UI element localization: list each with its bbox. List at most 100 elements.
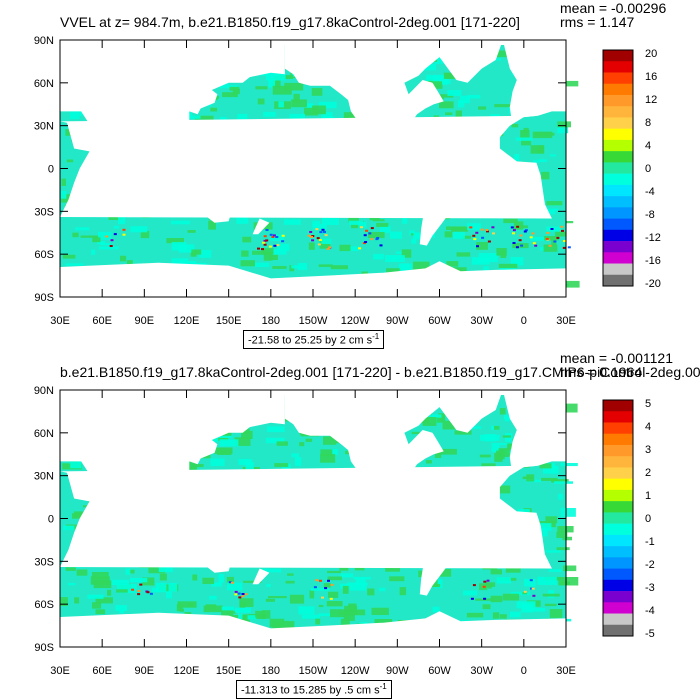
top-rms-text: rms = 1.147	[560, 14, 635, 30]
strong-velocity-cell	[146, 591, 150, 594]
colorbar-swatch	[603, 117, 633, 129]
ocean-texture-patch	[199, 250, 212, 258]
ocean-texture-patch	[481, 463, 496, 467]
ocean-texture-patch	[245, 462, 254, 471]
ocean-texture-patch	[549, 609, 563, 618]
ocean-texture-patch	[322, 217, 339, 225]
ocean-texture-patch	[293, 93, 300, 103]
ocean-texture-patch	[304, 107, 319, 116]
y-tick-label: 90N	[34, 385, 54, 397]
strong-velocity-cell	[238, 596, 242, 599]
land-mask	[169, 508, 186, 525]
ocean-texture-patch	[320, 449, 333, 456]
ocean-texture-patch	[389, 231, 402, 239]
ocean-texture-patch	[241, 250, 249, 257]
ocean-texture-patch	[67, 583, 76, 586]
ocean-texture-patch	[466, 612, 484, 618]
ocean-texture-patch	[312, 220, 320, 227]
ocean-texture-patch	[257, 98, 265, 105]
ocean-texture-patch	[328, 591, 339, 598]
bottom-range-exponent: -1	[379, 682, 387, 691]
ocean-texture-patch	[66, 159, 74, 163]
colorbar-label: -4	[645, 605, 655, 617]
ocean-texture-patch	[322, 116, 335, 119]
ocean-texture-patch	[183, 461, 197, 470]
ocean-texture-patch	[283, 219, 301, 225]
strong-velocity-cell	[562, 246, 566, 249]
ocean-texture-patch	[413, 232, 422, 240]
x-tick-label: 150E	[216, 315, 242, 327]
ocean-texture-patch	[261, 248, 274, 255]
x-tick-label: 180	[262, 315, 280, 327]
ocean-texture-patch	[272, 266, 287, 269]
ocean-texture-patch	[272, 620, 290, 630]
x-tick-label: 60W	[428, 315, 451, 327]
ocean-texture-patch	[455, 110, 462, 120]
colorbar-swatch	[603, 591, 633, 603]
ocean-texture-patch	[467, 223, 481, 231]
top-range-exponent: -1	[372, 332, 380, 341]
colorbar-label: 4	[645, 421, 651, 433]
ocean-texture-patch	[60, 191, 67, 199]
ocean-texture-patch	[327, 576, 342, 581]
ocean-texture-patch	[349, 584, 367, 591]
ocean-texture-patch	[562, 536, 572, 541]
ocean-texture-patch	[301, 614, 320, 619]
ocean-texture-patch	[431, 579, 438, 587]
ocean-texture-patch	[510, 257, 524, 266]
ocean-texture-patch	[482, 604, 491, 610]
strong-velocity-cell	[137, 593, 141, 596]
y-tick-label: 0	[48, 514, 54, 526]
ocean-texture-patch	[62, 525, 75, 531]
ocean-texture-patch	[308, 242, 315, 250]
ocean-texture-patch	[263, 111, 276, 117]
ocean-texture-patch	[349, 220, 363, 225]
ocean-texture-patch	[91, 249, 96, 255]
ocean-texture-patch	[236, 216, 249, 224]
ocean-texture-patch	[117, 584, 137, 593]
ocean-texture-patch	[348, 603, 357, 612]
ocean-texture-patch	[554, 481, 573, 484]
ocean-texture-patch	[463, 590, 478, 596]
ocean-texture-patch	[286, 621, 295, 629]
ocean-texture-patch	[503, 218, 518, 224]
ocean-texture-patch	[396, 251, 402, 254]
strong-velocity-cell	[482, 585, 486, 588]
ocean-texture-patch	[178, 244, 195, 253]
land-mask	[169, 158, 186, 175]
colorbar-swatch	[603, 624, 633, 637]
colorbar-label: -4	[645, 186, 655, 198]
colorbar-label: -16	[645, 255, 661, 267]
strong-velocity-cell	[315, 228, 319, 231]
ocean-texture-patch	[272, 78, 281, 88]
ocean-texture-patch	[284, 82, 304, 91]
top-map-panel: VVEL at z= 984.7m, b.e21.B1850.f19_g17.8…	[34, 1, 666, 349]
ocean-texture-patch	[557, 121, 571, 128]
ocean-texture-patch	[221, 606, 234, 611]
ocean-texture-patch	[354, 566, 365, 571]
strong-velocity-cell	[368, 232, 372, 235]
bottom-range-text: -11.313 to 15.285 by .5 cm s	[241, 684, 380, 697]
ocean-texture-patch	[219, 116, 227, 122]
colorbar-swatch	[603, 218, 633, 231]
ocean-texture-patch	[445, 112, 453, 115]
ocean-texture-patch	[245, 615, 257, 620]
ocean-texture-patch	[266, 584, 271, 587]
ocean-texture-patch	[454, 430, 472, 435]
colorbar-swatch	[603, 467, 633, 479]
ocean-texture-patch	[318, 604, 324, 608]
ocean-texture-patch	[65, 524, 86, 530]
strong-velocity-cell	[271, 236, 275, 238]
bottom-map-svg: 90N 60N 30N 0 30S 60S 90S 30E 60E 90E 120E 150E 180 1…	[34, 385, 655, 677]
ocean-texture-patch	[255, 262, 270, 267]
ocean-texture-patch	[385, 567, 400, 572]
strong-velocity-cell	[262, 241, 266, 244]
ocean-texture-patch	[560, 508, 576, 517]
strong-velocity-cell	[512, 232, 515, 235]
ocean-texture-patch	[227, 582, 243, 591]
strong-velocity-cell	[318, 239, 322, 241]
strong-velocity-cell	[534, 244, 538, 247]
strong-velocity-cell	[532, 242, 536, 245]
strong-velocity-cell	[257, 247, 260, 250]
strong-velocity-cell	[105, 235, 109, 238]
